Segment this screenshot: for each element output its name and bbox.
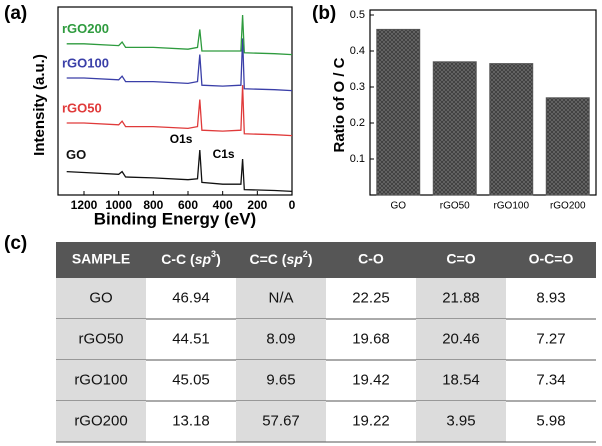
header-text: C-C ( <box>161 251 195 267</box>
table-cell: 18.54 <box>442 371 480 388</box>
series-label: GO <box>66 147 86 162</box>
table-cell: 19.68 <box>352 330 390 347</box>
cell-shade <box>56 319 146 360</box>
table-cell: 9.65 <box>266 371 295 388</box>
table-cell: 8.09 <box>266 330 295 347</box>
panel-label: (c) <box>4 233 27 254</box>
header-cell: O-C=O <box>529 251 574 267</box>
header-cell: C=C (sp2) <box>250 249 313 266</box>
header-row <box>56 242 596 278</box>
header-cell: C=O <box>446 251 475 267</box>
table-cell: 5.98 <box>536 412 565 429</box>
x-tick-label: 800 <box>143 198 163 212</box>
cell-shade <box>416 319 506 360</box>
cell-shade <box>56 360 146 401</box>
x-axis-label: Binding Energy (eV) <box>94 209 256 228</box>
cell-shade <box>56 401 146 442</box>
header-cell: SAMPLE <box>72 251 130 267</box>
peak-annotation: O1s <box>170 132 193 146</box>
table-cell: 57.67 <box>262 412 300 429</box>
cell-shade <box>416 278 506 319</box>
y-tick-label: 0.3 <box>350 81 365 93</box>
cell-shade <box>236 401 326 442</box>
cell-shade <box>416 360 506 401</box>
bar <box>376 28 421 196</box>
header-cell: C-C (sp3) <box>161 249 220 266</box>
x-tick-label: 0 <box>289 198 296 212</box>
cell-shade <box>56 278 146 319</box>
y-tick-label: 0.2 <box>350 117 365 129</box>
x-tick-label: 600 <box>178 198 198 212</box>
y-axis-label: Ratio of O / C <box>331 57 348 152</box>
panel-label: (a) <box>4 3 27 24</box>
table-cell: 45.05 <box>172 371 210 388</box>
bar <box>489 63 534 196</box>
series-label: rGO100 <box>62 55 109 70</box>
spectrum-line <box>66 38 293 92</box>
cell-shade <box>236 278 326 319</box>
cell-shade <box>236 360 326 401</box>
header-text: ) <box>308 251 313 267</box>
header-text: 3 <box>211 249 216 259</box>
table-cell: 7.27 <box>536 330 565 347</box>
table-cell: 46.94 <box>172 289 210 306</box>
table-cell: 19.42 <box>352 371 390 388</box>
series-label: rGO50 <box>62 100 102 115</box>
table-cell: rGO100 <box>74 371 127 388</box>
x-tick-label: 200 <box>247 198 267 212</box>
table-cell: N/A <box>268 289 293 306</box>
x-tick-label: 1000 <box>105 198 132 212</box>
table-cell: 21.88 <box>442 289 480 306</box>
table-cell: 19.22 <box>352 412 390 429</box>
x-tick-label: GO <box>390 201 406 212</box>
header-text: sp <box>195 251 212 267</box>
table-cell: rGO200 <box>74 412 127 429</box>
header-text: 2 <box>303 249 308 259</box>
x-tick-label: 400 <box>213 198 233 212</box>
table-cell: 22.25 <box>352 289 390 306</box>
panel-label: (b) <box>312 3 336 24</box>
header-text: sp <box>286 251 303 267</box>
header-text: C=C ( <box>250 251 287 267</box>
plot-frame <box>57 6 293 196</box>
cell-shade <box>416 401 506 442</box>
spectrum-line <box>66 149 293 193</box>
table-cell: 7.34 <box>536 371 565 388</box>
y-tick-label: 0.4 <box>350 45 365 57</box>
bar <box>545 97 590 196</box>
table-cell: 3.95 <box>446 412 475 429</box>
series-label: rGO200 <box>62 21 109 36</box>
y-tick-label: 0.5 <box>350 9 365 21</box>
spectrum-line <box>66 85 293 137</box>
x-tick-label: rGO200 <box>550 201 586 212</box>
spectrum-line <box>66 14 293 56</box>
y-axis-label: Intensity (a.u.) <box>31 54 48 156</box>
header-text: ) <box>216 251 221 267</box>
x-tick-label: rGO50 <box>440 201 470 212</box>
x-tick-label: 1200 <box>71 198 98 212</box>
table-cell: rGO50 <box>78 330 123 347</box>
bar <box>432 61 477 196</box>
table-cell: 13.18 <box>172 412 210 429</box>
header-cell: C-O <box>358 251 384 267</box>
cell-shade <box>236 319 326 360</box>
table-cell: GO <box>89 289 112 306</box>
x-tick-label: rGO100 <box>493 201 529 212</box>
table-cell: 8.93 <box>536 289 565 306</box>
table-cell: 20.46 <box>442 330 480 347</box>
y-tick-label: 0.1 <box>350 153 365 165</box>
plot-frame <box>369 9 597 196</box>
peak-annotation: C1s <box>213 147 235 161</box>
table-cell: 44.51 <box>172 330 210 347</box>
